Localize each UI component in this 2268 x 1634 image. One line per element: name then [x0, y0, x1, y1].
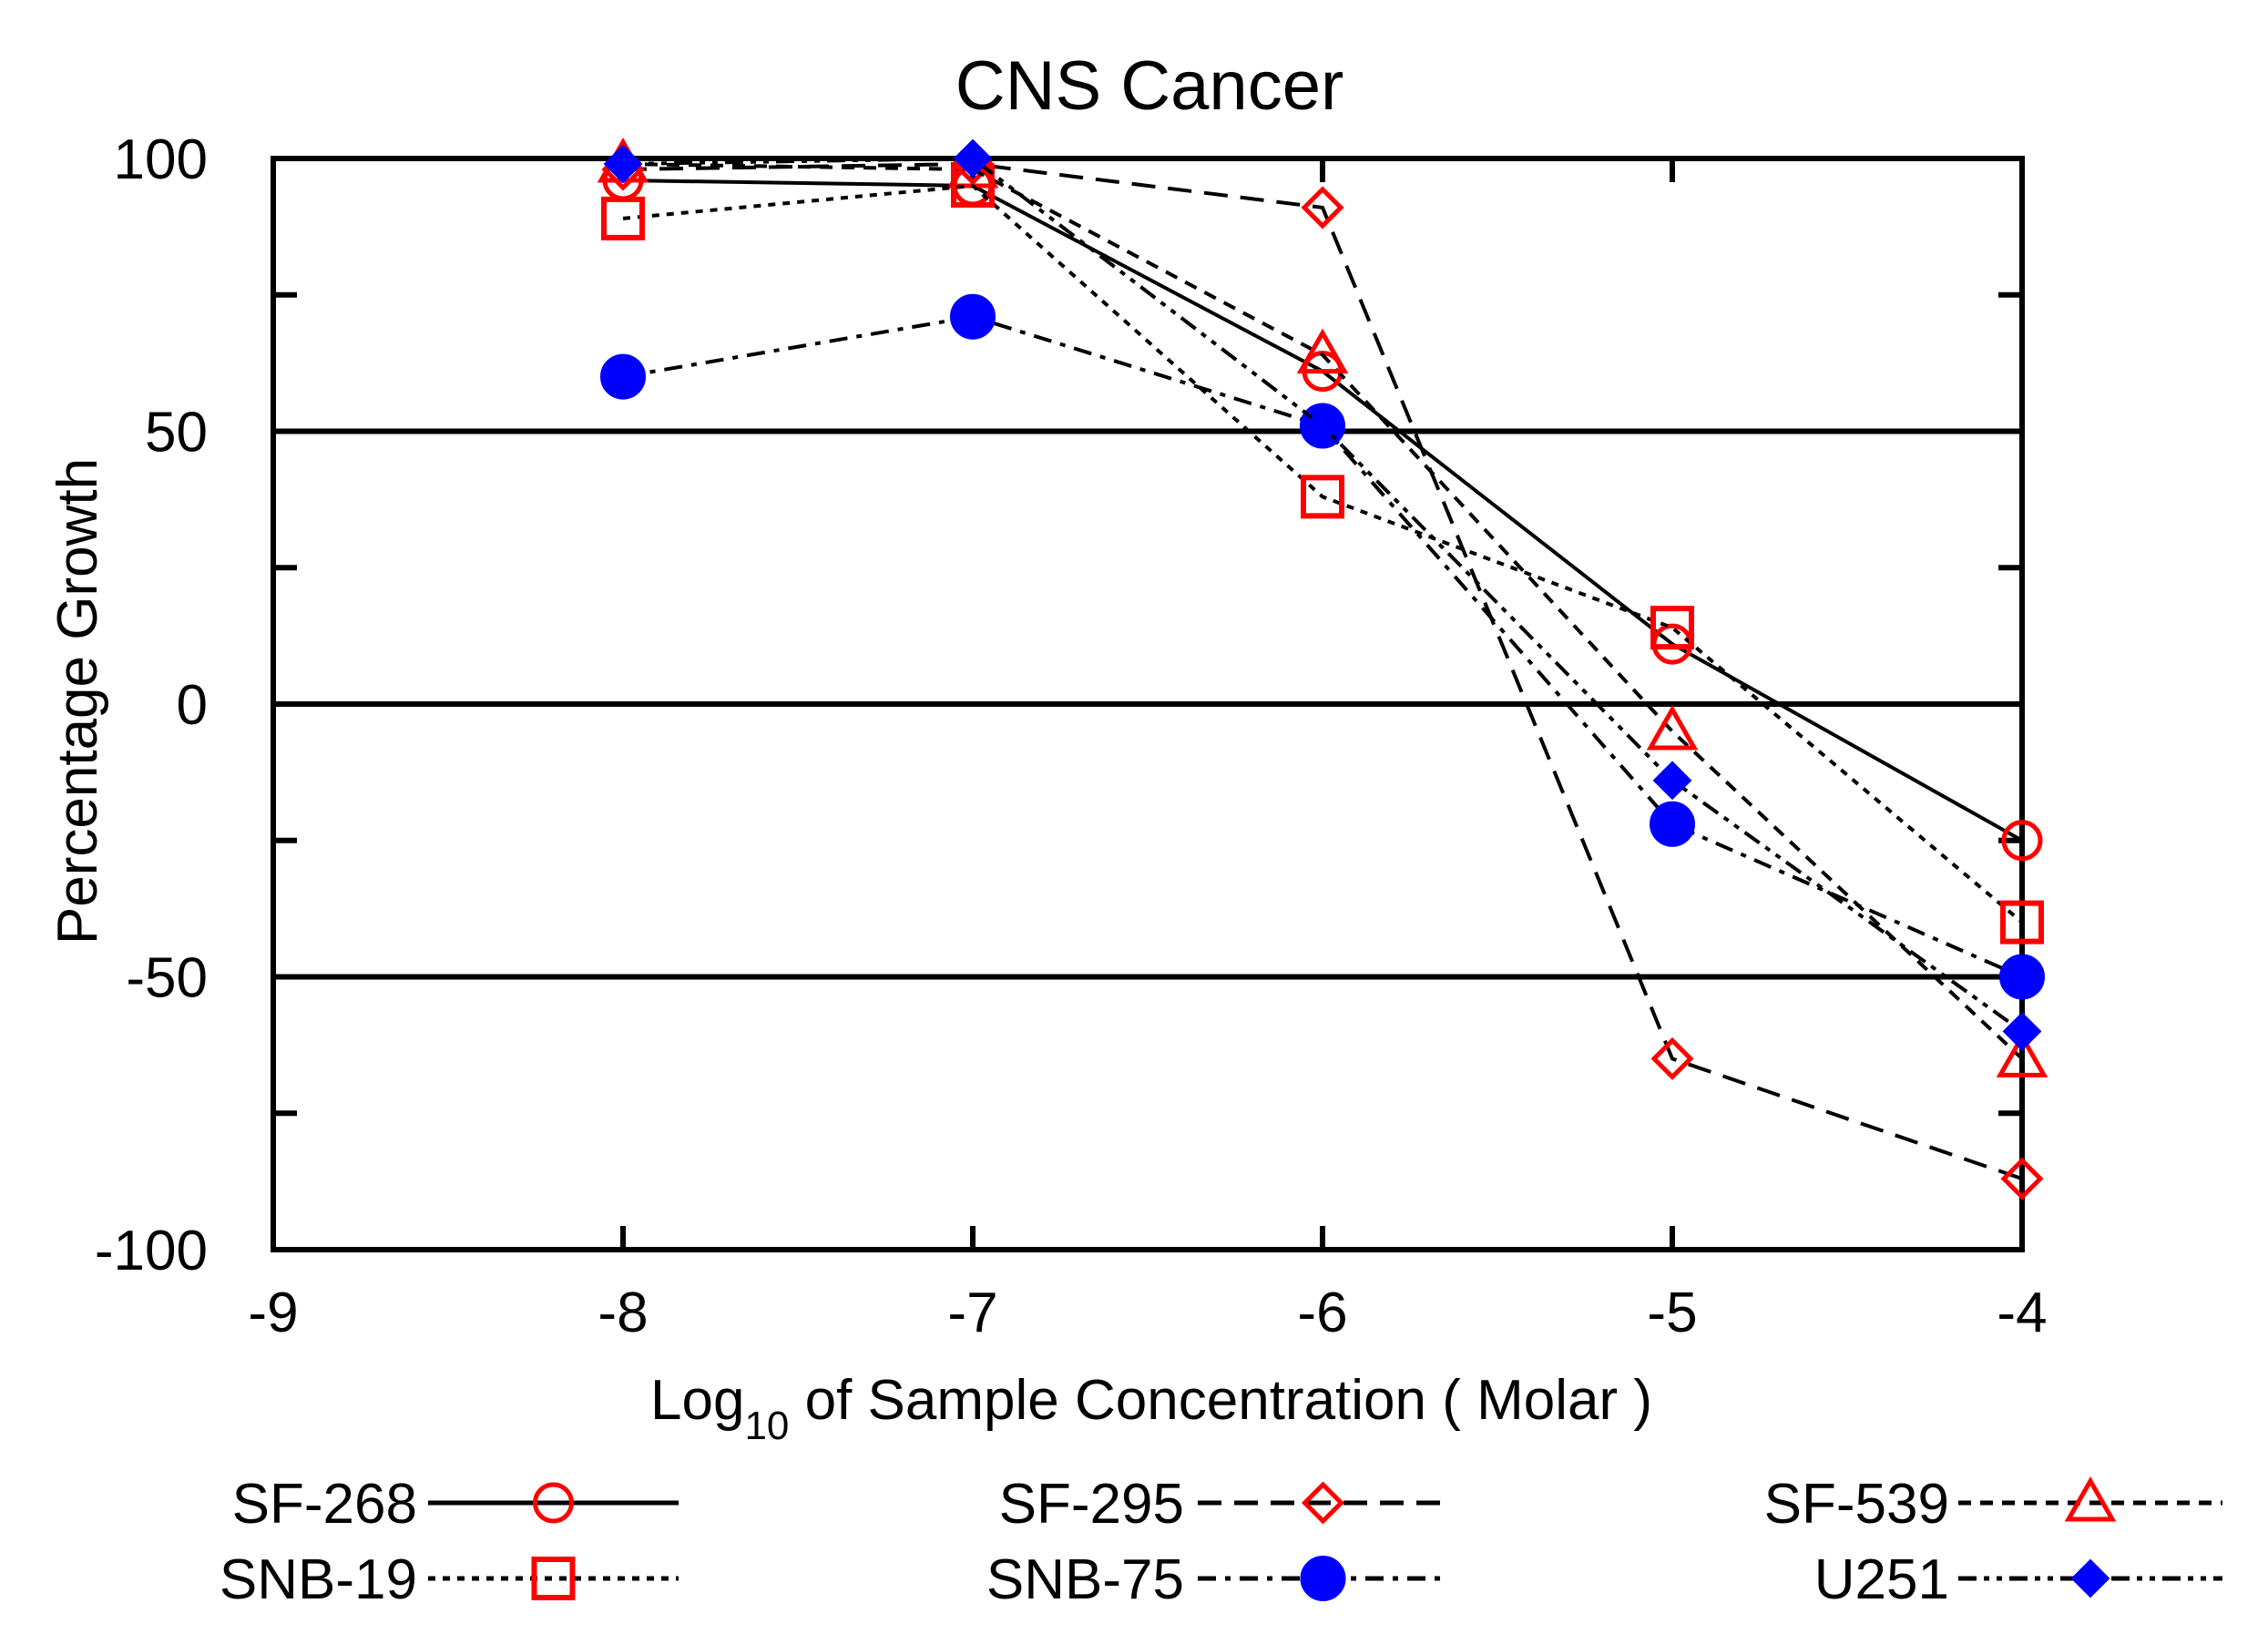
series-line	[622, 156, 2024, 1034]
data-point	[953, 138, 993, 179]
data-point	[1646, 704, 1699, 751]
data-point	[603, 144, 643, 184]
legend-label: SNB-19	[220, 1548, 417, 1611]
series-line	[622, 183, 2024, 924]
data-point	[1650, 801, 1695, 847]
legend-label: SNB-75	[986, 1548, 1184, 1611]
series-snb-19	[601, 163, 2044, 945]
data-point	[600, 353, 646, 400]
series-sf-295	[601, 142, 2044, 1200]
series-u251	[603, 138, 2042, 1051]
legend: SF-268 SF-295 SF-539 SNB-19 SNB-75 U251	[220, 1473, 2222, 1611]
legend-marker	[2070, 1558, 2110, 1598]
reference-lines	[273, 428, 2022, 980]
x-tick-label: -4	[1997, 1282, 2047, 1344]
data-point	[1650, 1037, 1694, 1080]
data-point	[2001, 820, 2043, 862]
x-axis-label-subscript: 10	[744, 1404, 789, 1448]
series-line	[622, 161, 2024, 1060]
data-point	[1652, 761, 1692, 801]
data-point	[1301, 186, 1344, 230]
legend-label: SF-539	[1764, 1473, 1949, 1536]
series-sf-539	[597, 137, 2048, 1077]
y-tick-label: 50	[145, 402, 208, 465]
x-tick-label: -6	[1297, 1282, 1347, 1344]
legend-marker	[531, 1557, 576, 1600]
y-tick-label: 100	[114, 128, 208, 191]
axis-ticks: -9 -8 -7 -6 -5 -4 -100 -50 0 50 100	[95, 128, 2048, 1344]
x-axis-label: Log10 of Sample Concentration ( Molar )	[650, 1369, 1652, 1448]
data-point	[1996, 1032, 2048, 1077]
x-axis-label-prefix: Log	[650, 1369, 744, 1432]
x-tick-label: -7	[947, 1282, 997, 1344]
x-tick-label: -8	[598, 1282, 648, 1344]
x-tick-label: -5	[1647, 1282, 1697, 1344]
legend-marker	[1300, 1556, 1346, 1601]
x-tick-label: -9	[248, 1282, 298, 1344]
legend-item-sf-295: SF-295	[999, 1473, 1448, 1536]
legend-marker	[2064, 1476, 2117, 1522]
data-point	[601, 196, 645, 240]
data-point	[1650, 606, 1694, 650]
legend-item-snb-75: SNB-75	[986, 1548, 1448, 1611]
data-point	[1303, 406, 1343, 445]
series-line	[622, 178, 2023, 843]
legend-item-snb-19: SNB-19	[220, 1548, 679, 1611]
series-group	[597, 137, 2048, 1200]
legend-label: SF-295	[999, 1473, 1184, 1536]
legend-item-sf-268: SF-268	[232, 1473, 679, 1536]
data-point	[950, 293, 996, 340]
data-point	[1999, 954, 2045, 1000]
chart-title: CNS Cancer	[955, 47, 1344, 125]
y-axis-label: Percentage Growth	[46, 458, 109, 945]
legend-label: SF-268	[232, 1473, 417, 1536]
series-line	[622, 161, 2023, 1181]
data-point	[2000, 1157, 2044, 1200]
data-point	[2002, 1011, 2042, 1051]
y-tick-label: -100	[95, 1220, 208, 1282]
legend-item-sf-539: SF-539	[1764, 1473, 2222, 1536]
data-point	[1296, 328, 1349, 374]
data-point	[2000, 900, 2044, 945]
legend-marker	[533, 1482, 574, 1524]
legend-item-u251: U251	[1814, 1548, 2222, 1611]
data-point	[1301, 475, 1344, 519]
y-tick-label: 0	[177, 674, 208, 737]
legend-marker	[1301, 1481, 1345, 1525]
x-axis-label-suffix: of Sample Concentration ( Molar )	[789, 1369, 1652, 1432]
legend-label: U251	[1814, 1548, 1949, 1611]
y-tick-label: -50	[126, 947, 208, 1010]
